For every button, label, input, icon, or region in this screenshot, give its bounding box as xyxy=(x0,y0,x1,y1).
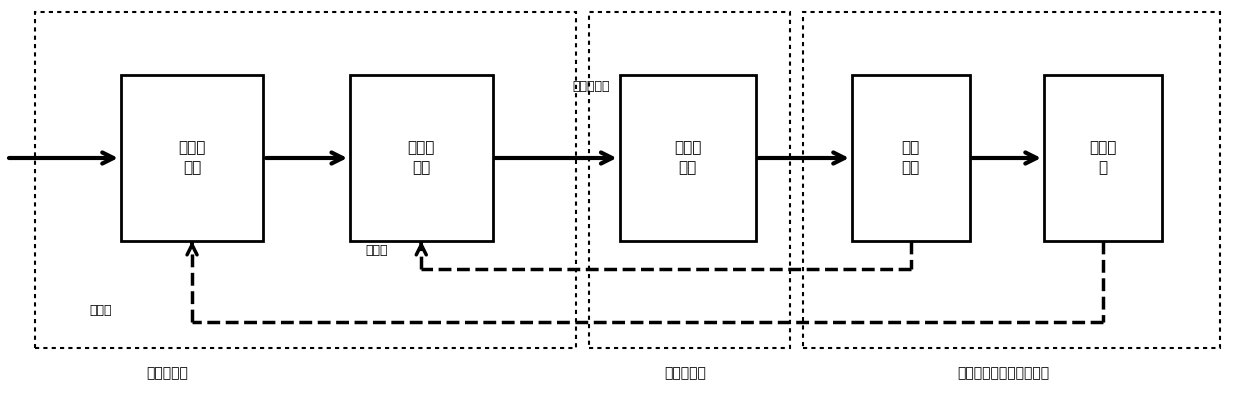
Text: 伺服控制器: 伺服控制器 xyxy=(146,366,188,380)
Text: 电流环
增益: 电流环 增益 xyxy=(674,141,701,175)
Bar xyxy=(852,75,969,241)
Bar xyxy=(1043,75,1162,241)
Text: 机械负
载: 机械负 载 xyxy=(1089,141,1116,175)
Bar xyxy=(351,75,493,241)
Text: 伺服电机与机械传动机构: 伺服电机与机械传动机构 xyxy=(958,366,1049,380)
Bar xyxy=(803,12,1220,348)
Text: 速度环: 速度环 xyxy=(366,245,388,257)
Text: 伺服驱动器: 伺服驱动器 xyxy=(664,366,706,380)
Text: 位置环
增益: 位置环 增益 xyxy=(178,141,206,175)
Text: 位置环: 位置环 xyxy=(89,304,112,316)
Text: 模拟量指令: 模拟量指令 xyxy=(572,81,610,93)
Bar xyxy=(121,75,264,241)
Text: 伺服
电机: 伺服 电机 xyxy=(902,141,919,175)
Bar xyxy=(35,12,576,348)
Text: 速度环
增益: 速度环 增益 xyxy=(408,141,435,175)
Bar xyxy=(620,75,756,241)
Bar xyxy=(589,12,790,348)
